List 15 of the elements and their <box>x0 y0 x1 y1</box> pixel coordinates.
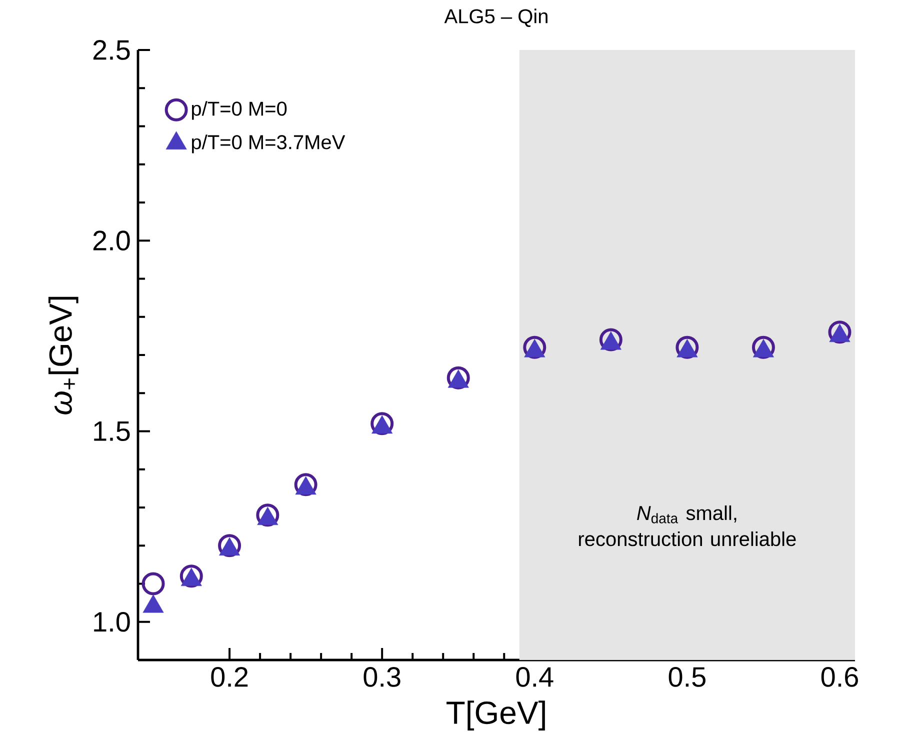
chart-title: ALG5 – Qin <box>444 8 548 27</box>
x-tick-label: 0.3 <box>364 667 400 687</box>
x-tick-label: 0.6 <box>821 667 858 687</box>
legend-label: p/T=0 M=3.7MeV <box>192 134 346 154</box>
x-tick-label: 0.4 <box>516 667 554 687</box>
annotation: N$_{data}$ small, reconstruction unreliable <box>579 505 796 546</box>
x-axis-title: T[GeV] <box>446 700 545 730</box>
y-tick-label: 2.0 <box>93 230 130 251</box>
y-tick-label: 1.5 <box>94 421 130 442</box>
x-tick-label: 0.5 <box>668 667 706 687</box>
y-axis-title: ω$_{+}$[GeV] <box>48 296 78 414</box>
y-tick-label: 1.0 <box>94 612 130 632</box>
y-tick-label: 2.5 <box>93 40 130 60</box>
legend-label: p/T=0 M=0 <box>192 101 287 120</box>
x-tick-label: 0.2 <box>211 667 248 687</box>
